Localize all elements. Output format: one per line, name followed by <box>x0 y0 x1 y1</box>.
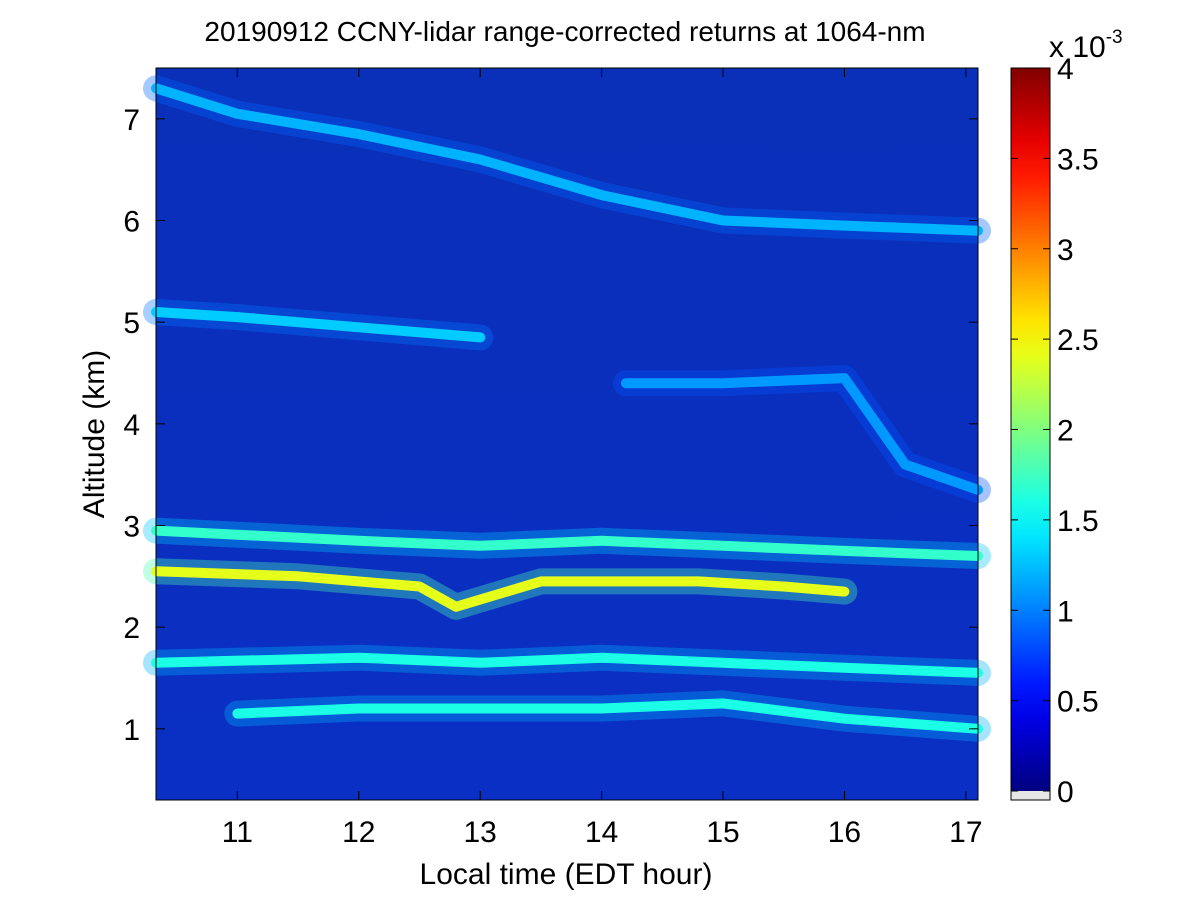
y-tick-label: 5 <box>123 307 140 340</box>
y-axis: 1 2 3 4 5 6 7 <box>123 104 978 747</box>
x-tick-label: 16 <box>828 816 861 849</box>
y-tick-label: 7 <box>123 104 140 137</box>
colorbar-nan-swatch <box>1011 791 1050 800</box>
x-tick-label: 12 <box>342 816 375 849</box>
chart-title: 20190912 CCNY-lidar range-corrected retu… <box>204 16 925 47</box>
layer-core-3 <box>232 698 983 734</box>
y-axis-label: Altitude (km) <box>78 350 111 518</box>
y-tick-label: 3 <box>123 511 140 544</box>
x-tick-label: 15 <box>706 816 739 849</box>
y-tick-label: 1 <box>123 714 140 747</box>
plot-frame <box>155 67 979 801</box>
x-tick-label: 13 <box>463 816 496 849</box>
colorbar-exponent-power: -3 <box>1106 27 1123 48</box>
colorbar-tick-label: 0.5 <box>1057 686 1099 719</box>
y-tick-label: 6 <box>123 206 140 239</box>
x-tick-label: 11 <box>222 816 253 849</box>
layer-core-1 <box>151 525 983 561</box>
backscatter-layers <box>143 75 991 742</box>
colorbar-tick-label: 3 <box>1057 234 1074 267</box>
x-tick-label: 17 <box>949 816 982 849</box>
colorbar-tick-label: 3.5 <box>1057 143 1099 176</box>
y-tick-label: 4 <box>123 409 140 442</box>
heatmap-plot <box>143 67 991 801</box>
layer-core-4 <box>151 307 486 343</box>
colorbar-tick-label: 1.5 <box>1057 505 1099 538</box>
colorbar-tick-label: 1 <box>1057 595 1074 628</box>
layer-core-6 <box>620 373 983 495</box>
colorbar-tick-label: 4 <box>1057 53 1074 86</box>
layer-core-0 <box>151 566 850 612</box>
colorbar: 0 0.5 1 1.5 2 2.5 3 3.5 4 x 10-3 <box>1010 27 1123 809</box>
colorbar-exponent-multiplier: x 10 <box>1049 31 1106 64</box>
colorbar-exponent: x 10-3 <box>1049 27 1123 64</box>
y-tick-label: 2 <box>123 612 140 645</box>
layer-core-5 <box>151 83 983 236</box>
x-axis-label: Local time (EDT hour) <box>420 858 713 891</box>
x-axis: 11 12 13 14 15 16 17 <box>222 68 983 849</box>
colorbar-tick-label: 2.5 <box>1057 324 1099 357</box>
colorbar-tick-label: 0 <box>1057 776 1074 809</box>
colorbar-ticks: 0 0.5 1 1.5 2 2.5 3 3.5 4 <box>1011 53 1099 809</box>
colorbar-frame <box>1010 67 1051 801</box>
colorbar-tick-label: 2 <box>1057 415 1074 448</box>
x-tick-label: 14 <box>585 816 618 849</box>
layer-core-2 <box>151 652 983 678</box>
